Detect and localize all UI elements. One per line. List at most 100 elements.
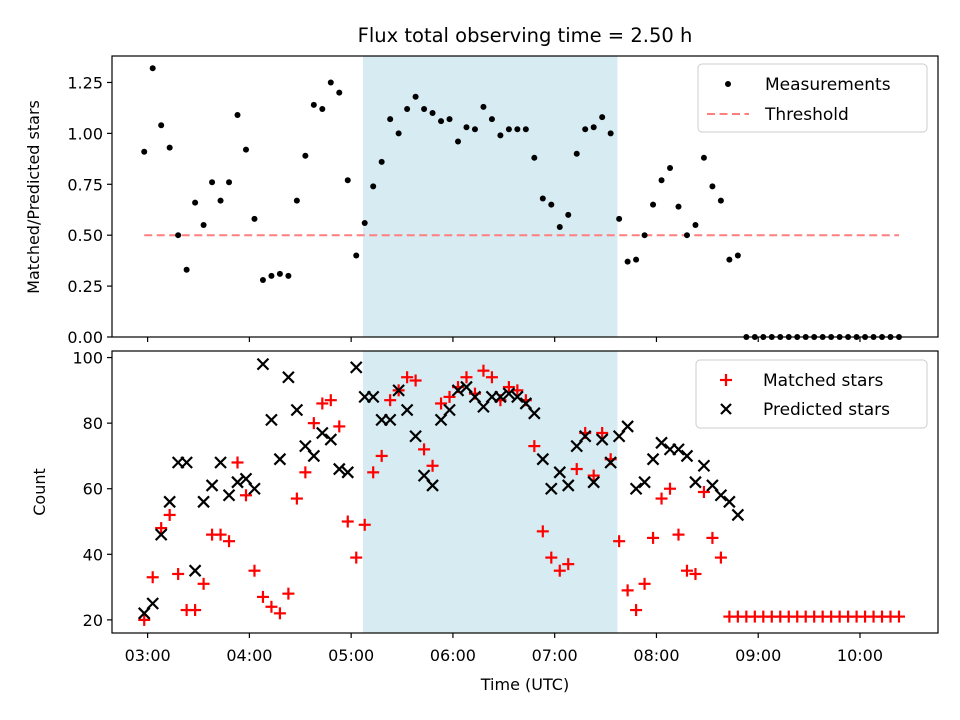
- predicted-star-point: [349, 361, 363, 374]
- predicted-star-point: [248, 482, 261, 495]
- measurement-point: [412, 93, 419, 100]
- measurement-point: [692, 222, 699, 229]
- matched-star-point: [426, 459, 439, 472]
- measurement-point: [353, 252, 360, 259]
- measurement-point: [607, 130, 614, 137]
- matched-star-point: [290, 492, 303, 505]
- top-ytick-label: 1.00: [67, 124, 103, 143]
- measurement-point: [276, 270, 283, 277]
- measurement-point: [438, 118, 445, 125]
- predicted-star-point: [587, 475, 600, 489]
- predicted-star-point: [383, 413, 397, 427]
- measurement-point: [378, 158, 385, 165]
- measurement-point: [404, 105, 411, 112]
- matched-star-point: [528, 440, 541, 453]
- top-ylabel: Matched/Predicted stars: [24, 100, 43, 294]
- measurement-point: [480, 103, 487, 110]
- measurement-point: [726, 256, 733, 263]
- measurement-point: [633, 256, 640, 263]
- measurement-point: [488, 116, 495, 123]
- predicted-star-point: [290, 403, 304, 417]
- measurement-point: [505, 126, 512, 133]
- measurement-point: [539, 195, 546, 202]
- matched-star-point: [248, 564, 261, 577]
- measurement-point: [209, 179, 216, 186]
- predicted-star-point: [646, 452, 660, 466]
- matched-star-point: [596, 426, 609, 439]
- measurement-point: [421, 105, 428, 112]
- measurement-point: [446, 116, 453, 123]
- predicted-star-point: [502, 387, 516, 400]
- predicted-star-point: [316, 426, 329, 440]
- matched-star-point: [341, 515, 354, 528]
- measurement-point: [234, 112, 241, 119]
- predicted-star-point: [511, 390, 524, 404]
- measurement-point: [268, 272, 275, 279]
- bottom-legend-box: [695, 359, 928, 429]
- matched-star-point: [223, 535, 236, 548]
- predicted-star-point: [163, 495, 176, 509]
- measurement-point: [166, 144, 173, 151]
- predicted-star-point: [723, 495, 736, 509]
- measurement-point: [471, 126, 478, 133]
- measurement-point: [370, 183, 377, 190]
- predicted-star-point: [528, 407, 541, 420]
- measurement-point: [217, 197, 224, 204]
- matched-star-point: [189, 604, 202, 617]
- top-panel: 0.00 0.25 0.50 0.75 1.00 1.25 Matched/Predict…: [24, 55, 939, 347]
- measurement-point: [327, 79, 334, 86]
- measurement-point: [226, 179, 233, 186]
- measurement-point: [242, 146, 249, 153]
- predicted-star-point: [324, 433, 338, 446]
- predicted-star-point: [536, 452, 550, 466]
- matched-star-point: [138, 613, 151, 626]
- measurement-point: [590, 124, 597, 131]
- predicted-star-point: [553, 466, 567, 479]
- measurement-point: [573, 150, 580, 157]
- predicted-star-point: [341, 466, 355, 479]
- matched-star-point: [273, 607, 286, 620]
- figure-title: Flux total observing time = 2.50 h: [358, 24, 693, 47]
- predicted-star-point: [443, 403, 456, 417]
- matched-star-point: [435, 397, 448, 410]
- matched-star-point: [214, 528, 227, 541]
- predicted-star-point: [638, 475, 651, 489]
- bottom-xtick-label: 09:00: [735, 646, 781, 665]
- measurement-point: [141, 148, 148, 155]
- matched-star-point: [401, 371, 414, 384]
- bottom-ytick-label: 20: [83, 611, 103, 630]
- matched-star-point: [163, 508, 176, 521]
- matched-star-point: [350, 551, 363, 564]
- top-ytick-label: 0.75: [67, 175, 103, 194]
- measurement-point: [599, 114, 606, 121]
- matched-star-point: [536, 525, 549, 538]
- bottom-xtick-label: 03:00: [125, 646, 171, 665]
- matched-star-point: [418, 443, 431, 456]
- measurement-point: [565, 211, 572, 218]
- matched-star-point: [333, 420, 346, 433]
- matched-star-point: [485, 371, 498, 384]
- predicted-star-point: [578, 429, 592, 443]
- matched-star-point: [892, 610, 905, 623]
- matched-star-point: [239, 489, 252, 502]
- predicted-star-point: [307, 449, 321, 463]
- predicted-star-point: [697, 459, 711, 473]
- legend-matched-label: Matched stars: [763, 371, 883, 391]
- top-ytick-label: 0.25: [67, 277, 103, 296]
- matched-points: [138, 364, 905, 626]
- measurement-point: [683, 232, 690, 239]
- measurement-point: [183, 266, 190, 273]
- predicted-star-point: [188, 564, 202, 577]
- matched-star-point: [621, 584, 634, 597]
- predicted-star-point: [273, 452, 287, 466]
- measurement-point: [192, 199, 199, 206]
- matched-star-point: [146, 571, 159, 584]
- bottom-xtick-label: 07:00: [532, 646, 578, 665]
- measurement-point: [344, 177, 351, 184]
- predicted-star-point: [595, 433, 609, 446]
- measurement-point: [624, 258, 631, 265]
- measurement-point: [667, 164, 674, 171]
- legend-threshold-label: Threshold: [764, 105, 849, 125]
- measurement-point: [455, 138, 462, 145]
- measurement-point: [658, 177, 665, 184]
